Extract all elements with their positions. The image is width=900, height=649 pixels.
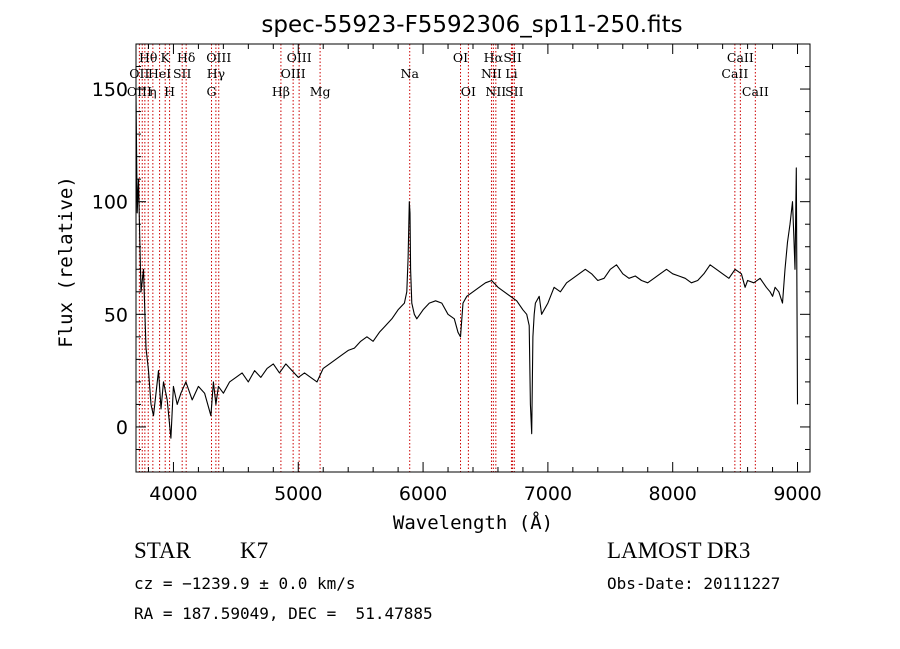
redshift-cz: cz = −1239.9 ± 0.0 km/s <box>134 574 356 593</box>
line-label: OIII <box>281 66 306 81</box>
line-label: OII <box>129 66 149 81</box>
chart-title: spec-55923-F5592306_sp11-250.fits <box>261 12 682 38</box>
line-label: Mg <box>310 84 331 99</box>
x-tick-label: 7000 <box>524 483 572 505</box>
line-label: Hα <box>484 50 504 65</box>
x-tick-label: 4000 <box>149 483 197 505</box>
survey-name: LAMOST DR3 <box>607 538 751 563</box>
observation-date: Obs-Date: 20111227 <box>607 574 781 593</box>
line-label: SII <box>173 66 192 81</box>
x-axis-label: Wavelength (Å) <box>393 511 553 534</box>
axis-ticks: 4000 5000 6000 7000 8000 9000 0 50 100 150 <box>92 44 822 505</box>
line-label: CaII <box>742 84 769 99</box>
x-tick-label: 9000 <box>773 483 821 505</box>
spectrum-line <box>135 93 799 439</box>
line-label: H <box>164 84 175 99</box>
line-label: OIII <box>287 50 312 65</box>
line-label: η <box>149 84 157 99</box>
line-label: CaII <box>727 50 754 65</box>
y-tick-label: 150 <box>92 79 128 101</box>
line-label: Hθ <box>139 50 157 65</box>
line-label: SII <box>505 84 524 99</box>
y-axis-label: Flux (relative) <box>55 176 77 348</box>
line-label: Hγ <box>207 66 225 81</box>
spectrum-layer <box>135 93 799 439</box>
line-label: Hβ <box>272 84 290 99</box>
spectral-line-markers <box>138 44 756 472</box>
line-label: OIII <box>206 50 231 65</box>
y-tick-label: 100 <box>92 192 128 214</box>
line-label: NII <box>481 66 502 81</box>
line-label: OIII <box>127 84 152 99</box>
line-label: HeI <box>148 66 171 81</box>
object-class: STAR <box>134 538 191 563</box>
x-tick-label: 6000 <box>399 483 447 505</box>
y-tick-label: 0 <box>116 417 128 439</box>
line-label: K <box>161 50 171 65</box>
line-label: OI <box>461 84 476 99</box>
line-label: Hδ <box>177 50 195 65</box>
line-label: Li <box>505 66 517 81</box>
object-subclass: K7 <box>240 538 269 563</box>
sky-coordinates: RA = 187.59049, DEC = 51.47885 <box>134 604 433 623</box>
line-label: CaII <box>721 66 748 81</box>
plot-frame <box>135 43 811 473</box>
line-label: SII <box>503 50 522 65</box>
line-label: G <box>207 84 217 99</box>
y-tick-label: 50 <box>104 304 128 326</box>
x-tick-label: 5000 <box>274 483 322 505</box>
line-label: NII <box>485 84 506 99</box>
line-label: Na <box>401 66 420 81</box>
x-tick-label: 8000 <box>649 483 697 505</box>
line-label: OI <box>453 50 468 65</box>
